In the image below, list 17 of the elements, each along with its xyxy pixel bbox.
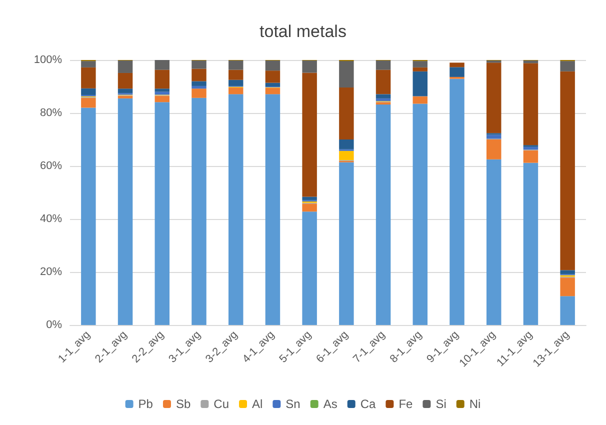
legend-label: Sn	[286, 397, 300, 411]
y-tick-label: 80%	[40, 107, 62, 119]
legend-label: Fe	[398, 397, 414, 411]
y-tick-label: 100%	[34, 54, 62, 66]
legend-label: Al	[252, 397, 263, 411]
legend-label: Ca	[360, 397, 376, 411]
y-tick-label: 0%	[46, 319, 62, 331]
y-tick-label: 60%	[40, 160, 62, 172]
legend-label: Pb	[138, 397, 154, 411]
y-tick-label: 20%	[40, 266, 62, 278]
legend-label: Cu	[214, 397, 230, 411]
legend-label: As	[323, 397, 338, 411]
chart-title: total metals	[260, 22, 346, 41]
legend-label: Ni	[469, 397, 481, 411]
y-tick-label: 40%	[40, 213, 62, 225]
legend-label: Si	[436, 397, 446, 411]
legend-label: Sb	[176, 397, 191, 411]
